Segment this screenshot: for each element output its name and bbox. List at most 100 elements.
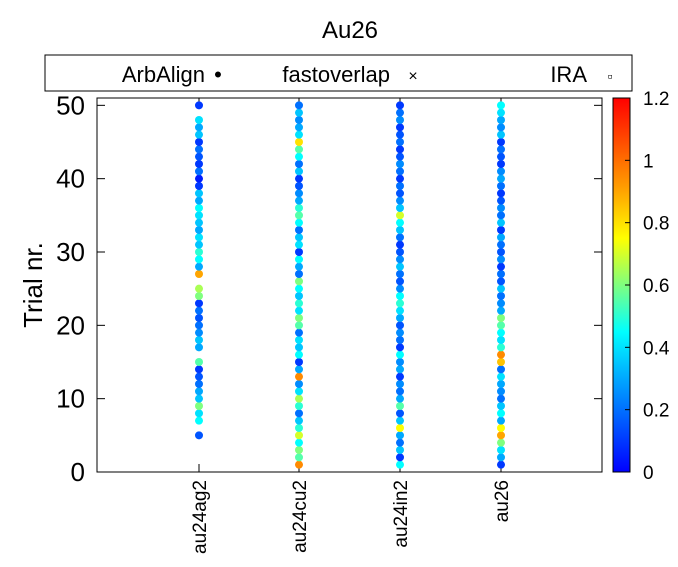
- data-point-au24cu2: [295, 248, 303, 256]
- data-point-au24cu2: [295, 416, 303, 425]
- data-point-au24ag2: [195, 130, 203, 139]
- data-point-au24cu2: [295, 292, 303, 300]
- data-point-au26: [497, 438, 505, 447]
- data-point-au26: [497, 306, 505, 315]
- data-point-au24cu2: [295, 453, 303, 462]
- data-point-au24in2: [396, 336, 404, 344]
- data-point-au26: [497, 189, 505, 198]
- data-point-au24cu2: [295, 255, 303, 264]
- data-point-au24in2: [396, 204, 404, 212]
- data-point-au24cu2: [295, 314, 303, 322]
- data-point-au24cu2: [295, 336, 303, 344]
- data-point-au24ag2: [195, 343, 203, 352]
- data-point-au24in2: [396, 160, 404, 168]
- data-point-au24in2: [396, 365, 404, 374]
- data-point-au24ag2: [195, 152, 203, 161]
- data-point-au24cu2: [295, 306, 303, 315]
- data-point-au24cu2: [295, 431, 303, 440]
- data-point-au24in2: [396, 328, 404, 337]
- data-point-au24cu2: [295, 160, 303, 168]
- data-point-au24ag2: [195, 233, 203, 242]
- data-point-au24ag2: [195, 255, 203, 264]
- data-point-au24in2: [396, 314, 404, 322]
- data-point-au24ag2: [195, 160, 203, 168]
- data-point-au24in2: [396, 446, 404, 454]
- x-tick-label: au26: [492, 480, 513, 522]
- data-point-au24cu2: [295, 358, 303, 366]
- data-point-au24cu2: [295, 116, 303, 124]
- data-point-au24in2: [396, 306, 404, 315]
- data-points: [195, 101, 505, 469]
- data-point-au26: [497, 218, 505, 227]
- data-point-au26: [497, 255, 505, 264]
- data-point-au24cu2: [295, 262, 303, 271]
- y-tick-label: 40: [56, 164, 85, 194]
- data-point-au24in2: [396, 292, 404, 300]
- data-point-au26: [497, 321, 505, 330]
- data-point-au24cu2: [295, 152, 303, 161]
- data-point-au24in2: [396, 380, 404, 388]
- data-point-au24ag2: [195, 145, 203, 154]
- data-point-au26: [497, 394, 505, 403]
- data-point-au24cu2: [295, 350, 303, 359]
- y-tick-label: 0: [71, 457, 85, 487]
- x-tick-label: au24cu2: [290, 480, 311, 553]
- data-point-au24in2: [396, 152, 404, 161]
- data-point-au26: [497, 204, 505, 212]
- data-point-au26: [497, 108, 505, 117]
- data-point-au24ag2: [195, 321, 203, 330]
- data-point-au24cu2: [295, 270, 303, 278]
- y-axis: 0 10 20 30 40 50: [56, 90, 602, 487]
- data-point-au26: [497, 116, 505, 124]
- data-point-au26: [497, 314, 505, 322]
- data-point-au24cu2: [295, 284, 303, 293]
- data-point-au24in2: [396, 394, 404, 403]
- data-point-au26: [497, 233, 505, 242]
- data-point-au24ag2: [195, 358, 203, 366]
- legend-marker-ira: ▫: [608, 68, 613, 84]
- data-point-au24cu2: [295, 130, 303, 139]
- data-point-au24ag2: [195, 218, 203, 227]
- data-point-au26: [497, 343, 505, 352]
- data-point-au24cu2: [295, 343, 303, 352]
- data-point-au24in2: [396, 453, 404, 462]
- data-point-au24ag2: [195, 306, 203, 315]
- data-point-au24in2: [396, 226, 404, 234]
- data-point-au24cu2: [295, 321, 303, 330]
- data-point-au24ag2: [195, 167, 203, 176]
- data-point-au26: [497, 299, 505, 308]
- data-point-au24in2: [396, 182, 404, 190]
- data-point-au24cu2: [295, 299, 303, 308]
- data-point-au24cu2: [295, 240, 303, 249]
- plot-frame: [96, 97, 603, 473]
- colorbar-tick-label: 0.2: [643, 401, 669, 422]
- data-point-au24cu2: [295, 424, 303, 432]
- data-point-au24in2: [396, 145, 404, 154]
- data-point-au24ag2: [195, 387, 203, 396]
- data-point-au24ag2: [195, 365, 203, 374]
- data-point-au26: [497, 130, 505, 139]
- data-point-au24in2: [396, 101, 404, 110]
- data-point-au24cu2: [295, 402, 303, 410]
- data-point-au26: [497, 226, 505, 234]
- chart-title: Au26: [322, 17, 378, 44]
- data-point-au24in2: [396, 284, 404, 293]
- data-point-au26: [497, 182, 505, 190]
- legend-box: [44, 54, 633, 92]
- data-point-au24ag2: [195, 196, 203, 205]
- colorbar-tick-label: 0.4: [643, 338, 670, 359]
- data-point-au24in2: [396, 218, 404, 227]
- data-point-au26: [497, 167, 505, 176]
- data-point-au26: [497, 402, 505, 410]
- data-point-au24ag2: [195, 336, 203, 344]
- data-point-au26: [497, 174, 505, 183]
- data-point-au24in2: [396, 277, 404, 286]
- data-point-au24ag2: [195, 328, 203, 337]
- data-point-au24in2: [396, 248, 404, 256]
- data-point-au26: [497, 372, 505, 381]
- data-point-au24cu2: [295, 460, 303, 469]
- data-point-au24cu2: [295, 372, 303, 381]
- colorbar-ticks: 0 0.2 0.4 0.6 0.8 1 1.2: [625, 89, 670, 484]
- data-point-au26: [497, 196, 505, 205]
